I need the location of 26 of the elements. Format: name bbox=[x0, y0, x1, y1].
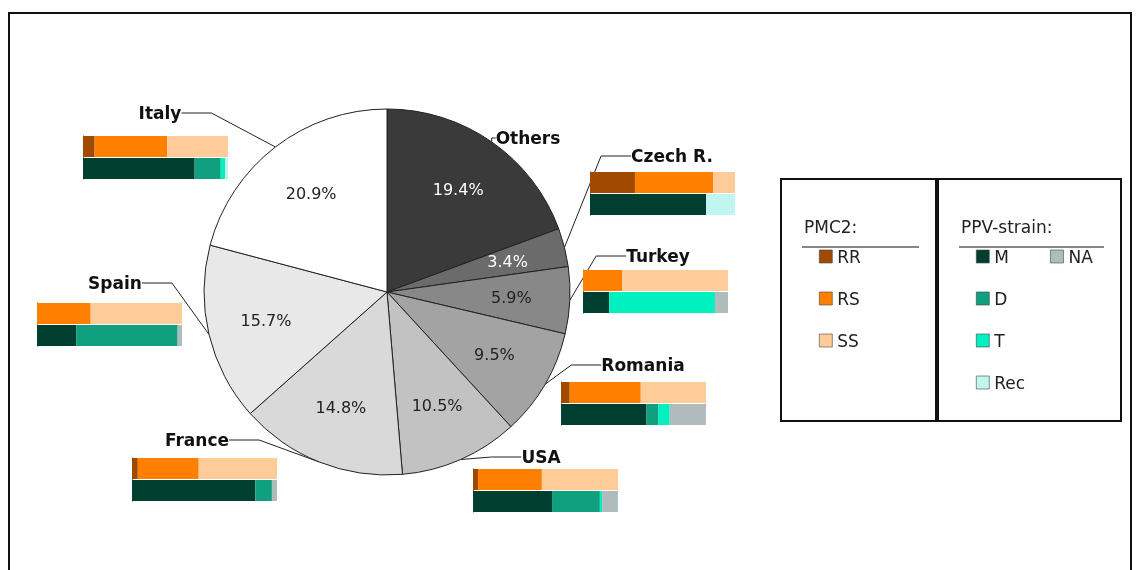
data-label: 20.9% bbox=[285, 183, 337, 203]
slice-label: France bbox=[164, 430, 230, 450]
data-label: 19.4% bbox=[432, 180, 484, 200]
data-label: 3.4% bbox=[487, 252, 529, 272]
slice-label: USA bbox=[521, 447, 562, 467]
slice-label: Italy bbox=[138, 103, 182, 123]
legend-label: NA bbox=[1068, 246, 1094, 267]
legend-label: M bbox=[994, 246, 1009, 267]
data-label: 14.8% bbox=[315, 398, 367, 418]
legend-label: SS bbox=[837, 330, 859, 351]
legend-label: RR bbox=[837, 246, 862, 267]
slice-label: Others bbox=[495, 128, 561, 148]
data-label: 15.7% bbox=[240, 311, 292, 331]
data-label: 9.5% bbox=[474, 345, 515, 365]
slice-label: Romania bbox=[601, 355, 685, 375]
data-label: 5.9% bbox=[490, 288, 532, 308]
legend-title: PPV-strain: bbox=[961, 216, 1053, 237]
slice-label: Spain bbox=[88, 273, 142, 293]
slice-label: Czech R. bbox=[631, 146, 713, 166]
data-label: 10.5% bbox=[411, 396, 463, 416]
legend-label: D bbox=[994, 288, 1008, 309]
legend-label: Rec bbox=[994, 372, 1026, 393]
legend-title: PMC2: bbox=[804, 216, 858, 237]
legend-label: T bbox=[993, 330, 1006, 351]
slice-label: Turkey bbox=[626, 246, 690, 266]
legend-label: RS bbox=[837, 288, 860, 309]
